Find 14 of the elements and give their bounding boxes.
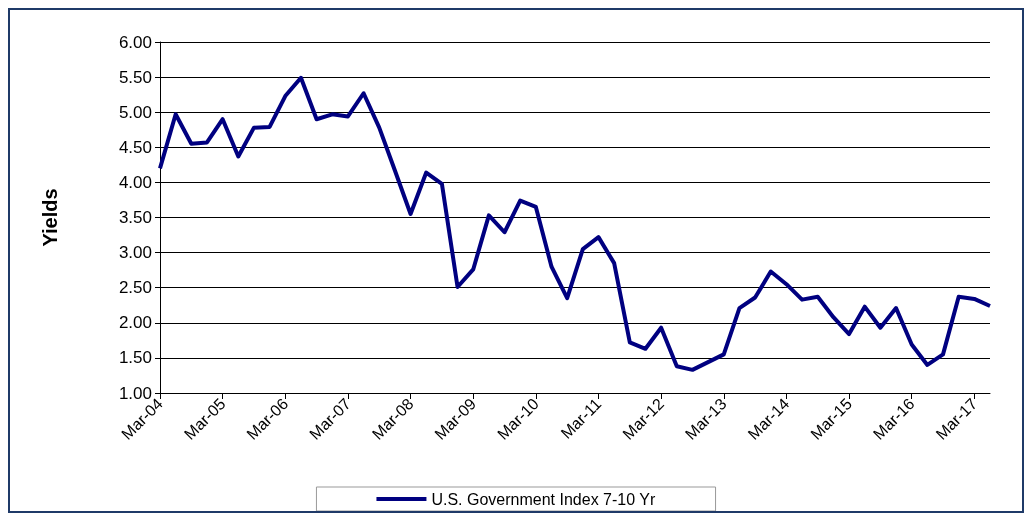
y-tick-label: 5.00 [118, 102, 152, 122]
y-tick-label: 1.50 [118, 348, 152, 368]
y-tick-label: 2.00 [118, 313, 152, 333]
y-axis-title: Yields [39, 188, 61, 247]
y-tick-label: 4.50 [118, 137, 152, 157]
y-tick-label: 5.50 [118, 67, 152, 87]
y-tick-label: 3.00 [118, 243, 152, 263]
y-tick-label: 3.50 [118, 208, 152, 227]
legend-label: U.S. Government Index 7-10 Yr [431, 490, 656, 508]
y-tick-label: 2.50 [118, 278, 152, 298]
line-series [158, 75, 992, 372]
y-tick-label: 1.00 [118, 383, 152, 403]
y-tick-label: 4.00 [118, 172, 152, 192]
y-tick-label: 6.00 [118, 32, 152, 52]
